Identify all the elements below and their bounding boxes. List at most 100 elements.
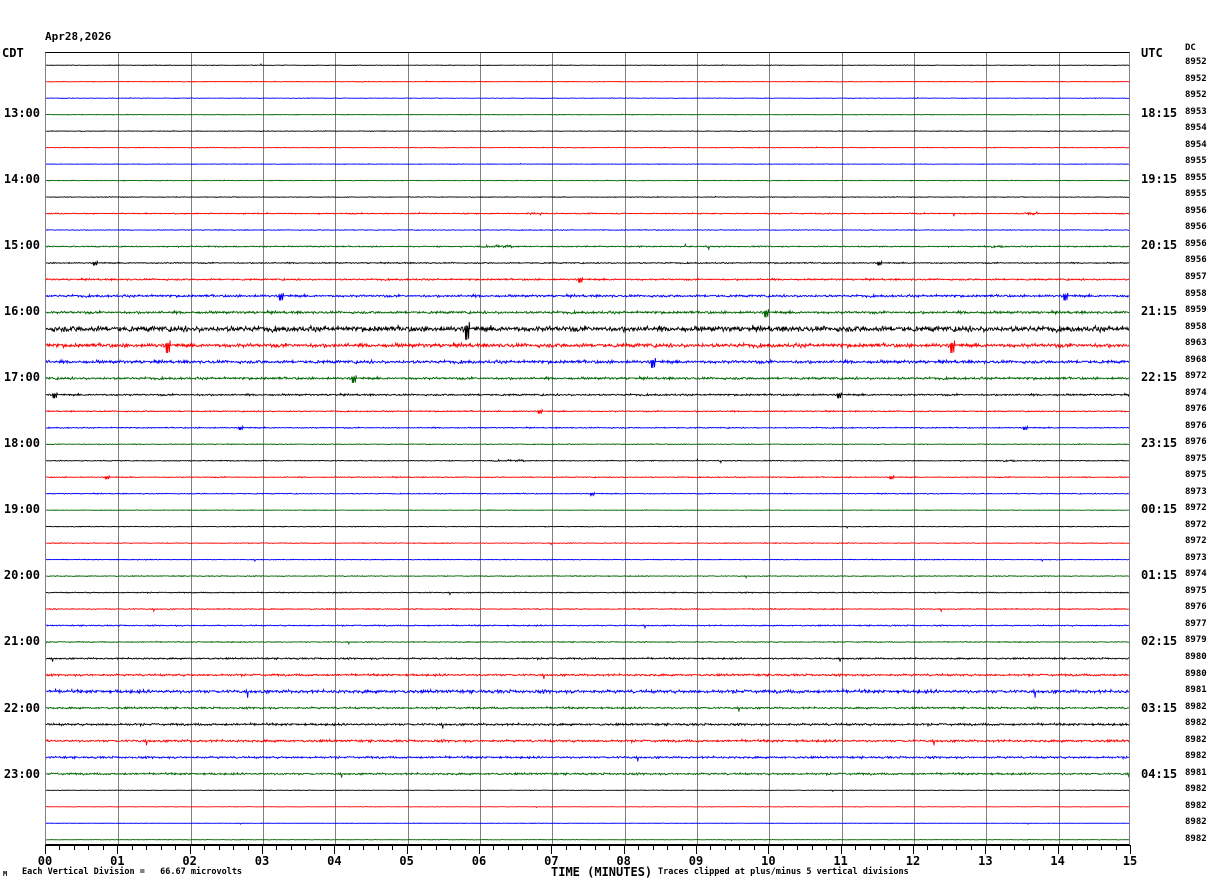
dc-value-row-23: 8976 (1185, 437, 1207, 448)
x-tick (436, 845, 437, 850)
left-time-label-1600: 16:00 (3, 304, 40, 319)
dc-value-row-12: 8956 (1185, 255, 1207, 266)
dc-value-row-33: 8976 (1185, 602, 1207, 613)
dc-value-row-28: 8972 (1185, 519, 1207, 530)
x-tick (1072, 845, 1073, 850)
x-tick (841, 845, 842, 854)
trace-16-black (46, 322, 1129, 340)
dc-value-row-17: 8963 (1185, 338, 1207, 349)
trace-13-red (46, 277, 1129, 282)
footer-scale-note: Each Vertical Division = 66.67 microvolt… (22, 867, 243, 877)
x-tick (682, 845, 683, 850)
left-time-label-1300: 13:00 (3, 105, 40, 120)
dc-value-row-40: 8982 (1185, 718, 1207, 729)
dc-value-row-1: 8952 (1185, 73, 1207, 84)
x-tick-label-08: 08 (616, 854, 631, 868)
dc-value-row-15: 8959 (1185, 305, 1207, 316)
dc-value-row-38: 8981 (1185, 685, 1207, 696)
trace-6-blue (46, 164, 1129, 165)
x-tick (305, 845, 306, 850)
dc-value-row-25: 8975 (1185, 470, 1207, 481)
x-tick (870, 845, 871, 850)
x-tick (739, 845, 740, 850)
x-tick-label-07: 07 (544, 854, 559, 868)
trace-35-green (46, 641, 1129, 644)
x-tick (465, 845, 466, 850)
x-tick (291, 845, 292, 850)
gridline-minute-02 (191, 53, 192, 844)
x-tick-label-14: 14 (1050, 854, 1065, 868)
left-time-label-1700: 17:00 (3, 370, 40, 385)
dc-value-row-8: 8955 (1185, 189, 1207, 200)
x-tick-label-00: 00 (37, 854, 53, 868)
trace-26-blue (46, 493, 1129, 496)
x-tick (132, 845, 133, 850)
x-tick (1058, 845, 1059, 854)
x-tick (508, 845, 509, 850)
dc-value-row-24: 8975 (1185, 453, 1207, 464)
dc-value-row-43: 8981 (1185, 767, 1207, 778)
right-axis-label: UTC (1141, 46, 1163, 60)
x-tick (725, 845, 726, 850)
dc-value-row-0: 8952 (1185, 57, 1207, 68)
x-tick (580, 845, 581, 850)
x-tick-label-10: 10 (761, 854, 776, 868)
x-tick (826, 845, 827, 850)
trace-19-green (46, 375, 1129, 383)
trace-41-red (46, 739, 1129, 745)
trace-39-green (46, 707, 1129, 712)
dc-value-row-16: 8958 (1185, 321, 1207, 332)
x-tick (407, 845, 408, 854)
x-tick (710, 845, 711, 850)
dc-value-row-7: 8955 (1185, 172, 1207, 183)
dc-value-row-31: 8974 (1185, 569, 1207, 580)
trace-3-green (46, 114, 1129, 115)
trace-24-black (46, 459, 1129, 462)
dc-value-row-35: 8979 (1185, 635, 1207, 646)
x-tick (522, 845, 523, 850)
dc-value-row-44: 8982 (1185, 784, 1207, 795)
gridline-minute-07 (552, 53, 553, 844)
x-tick-label-11: 11 (833, 854, 848, 868)
trace-46-blue (46, 823, 1129, 824)
right-time-label-2115: 21:15 (1141, 304, 1178, 319)
x-tick (855, 845, 856, 850)
x-tick (233, 845, 234, 850)
x-tick (985, 845, 986, 854)
dc-value-row-3: 8953 (1185, 106, 1207, 117)
x-tick (45, 845, 46, 854)
x-tick (1116, 845, 1117, 850)
helicorder-plot[interactable] (45, 52, 1130, 845)
x-tick (899, 845, 900, 850)
trace-33-red (46, 608, 1129, 611)
x-tick-label-04: 04 (327, 854, 342, 868)
trace-42-blue (46, 756, 1129, 761)
left-time-label-1900: 19:00 (3, 502, 40, 517)
trace-27-green (46, 510, 1129, 511)
x-tick (1130, 845, 1131, 854)
x-tick (276, 845, 277, 850)
x-tick (1029, 845, 1030, 850)
x-tick (638, 845, 639, 850)
x-tick-label-03: 03 (254, 854, 270, 868)
dc-value-row-39: 8982 (1185, 701, 1207, 712)
dc-value-row-10: 8956 (1185, 222, 1207, 233)
dc-value-row-41: 8982 (1185, 734, 1207, 745)
x-tick (1000, 845, 1001, 850)
x-tick (262, 845, 263, 854)
gridline-minute-09 (697, 53, 698, 844)
x-tick (204, 845, 205, 850)
trace-20-black (46, 393, 1129, 399)
dc-value-row-11: 8956 (1185, 238, 1207, 249)
trace-11-green (46, 244, 1129, 249)
x-tick (88, 845, 89, 850)
right-time-label-0415: 04:15 (1141, 766, 1178, 781)
gridline-minute-05 (408, 53, 409, 844)
dc-value-row-27: 8972 (1185, 503, 1207, 514)
x-tick (363, 845, 364, 850)
trace-9-red (46, 212, 1129, 216)
gridline-minute-04 (335, 53, 336, 844)
trace-10-blue (46, 229, 1129, 230)
trace-40-black (46, 723, 1129, 729)
gridline-minute-03 (263, 53, 264, 844)
